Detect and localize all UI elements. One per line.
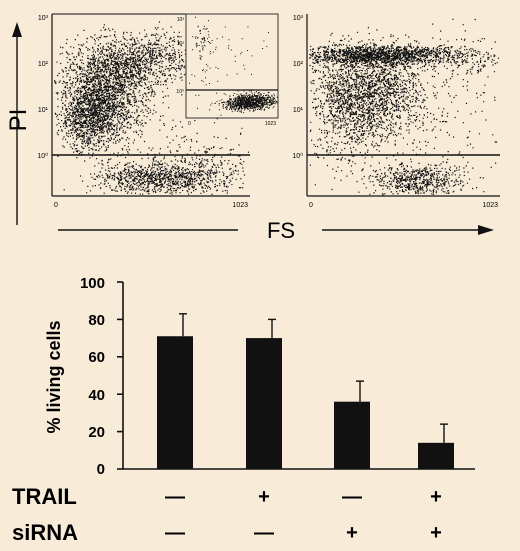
bar-y-tick-label-40: 40	[88, 387, 105, 404]
trail-sign-3: —	[342, 486, 362, 508]
pi-axis-label: PI	[5, 109, 32, 132]
scatter-panel-right: 10³ 10² 10¹ 10⁰ 0 1023	[292, 14, 500, 209]
inset-x-tick-min: 0	[188, 121, 191, 127]
right-x-tick-max: 1023	[482, 202, 498, 209]
bar-y-tick-label-100: 100	[80, 275, 105, 292]
bar-series	[157, 313, 454, 469]
inset-panel: 10³ 10² 10¹ 10⁰ 0 1023	[176, 13, 279, 127]
inset-y-tick-3: 10³	[177, 17, 185, 23]
inset-events	[189, 16, 278, 116]
trail-sign-1: —	[165, 486, 185, 508]
pi-arrow-head	[12, 22, 22, 37]
bar-1	[157, 336, 193, 469]
left-x-tick-max: 1023	[232, 202, 248, 209]
left-x-tick-min: 0	[54, 202, 58, 209]
sirna-row-label: siRNA	[12, 520, 78, 545]
event-dots	[189, 16, 278, 116]
event-dots	[54, 21, 250, 196]
fs-axis-label: FS	[267, 218, 295, 243]
inset-y-tick-2: 10²	[177, 41, 185, 47]
bar-3	[334, 401, 370, 469]
left-y-tick-0: 10⁰	[37, 152, 48, 160]
right-y-tick-1: 10¹	[293, 107, 304, 114]
trail-sign-2: +	[258, 486, 270, 508]
scatter-panel-left: 10³ 10² 10¹ 10⁰ 0 1023 10³ 10² 10¹ 10⁰ 0…	[37, 13, 279, 209]
bar-y-axis-label: % living cells	[44, 320, 64, 433]
bar-y-tick-label-20: 20	[88, 424, 105, 441]
fs-arrow-head	[478, 225, 494, 235]
fs-axis-label-group: FS	[58, 218, 494, 243]
inset-x-tick-max: 1023	[265, 121, 276, 127]
bar-y-tick-marks	[117, 281, 123, 470]
bar-2	[246, 338, 282, 469]
sirna-sign-1: —	[165, 522, 185, 544]
condition-table: TRAIL siRNA — + — + — — + +	[12, 484, 442, 545]
bar-y-tick-label-0: 0	[97, 461, 105, 478]
sirna-sign-3: +	[346, 522, 358, 544]
right-y-tick-0: 10⁰	[292, 152, 303, 160]
inset-y-tick-1: 10¹	[177, 65, 185, 71]
trail-row-label: TRAIL	[12, 484, 77, 509]
event-dots	[309, 18, 500, 196]
bar-y-tick-label-80: 80	[88, 312, 105, 329]
right-y-tick-2: 10²	[293, 61, 304, 68]
trail-sign-4: +	[430, 486, 442, 508]
left-panel-events	[54, 21, 250, 196]
left-y-tick-3: 10³	[38, 15, 49, 22]
bar-chart: 0 20 40 60 80 100 % living cells	[44, 275, 475, 478]
sirna-sign-4: +	[430, 522, 442, 544]
inset-y-tick-0: 10⁰	[176, 89, 184, 95]
bar-y-tick-label-60: 60	[88, 349, 105, 366]
sirna-sign-2: —	[254, 522, 274, 544]
left-y-tick-1: 10¹	[38, 107, 49, 114]
right-panel-events	[309, 18, 500, 196]
left-y-tick-2: 10²	[38, 61, 49, 68]
right-y-tick-3: 10³	[293, 15, 304, 22]
right-x-tick-min: 0	[309, 202, 313, 209]
pi-axis-label-group: PI	[5, 22, 32, 225]
bar-4	[418, 442, 454, 469]
